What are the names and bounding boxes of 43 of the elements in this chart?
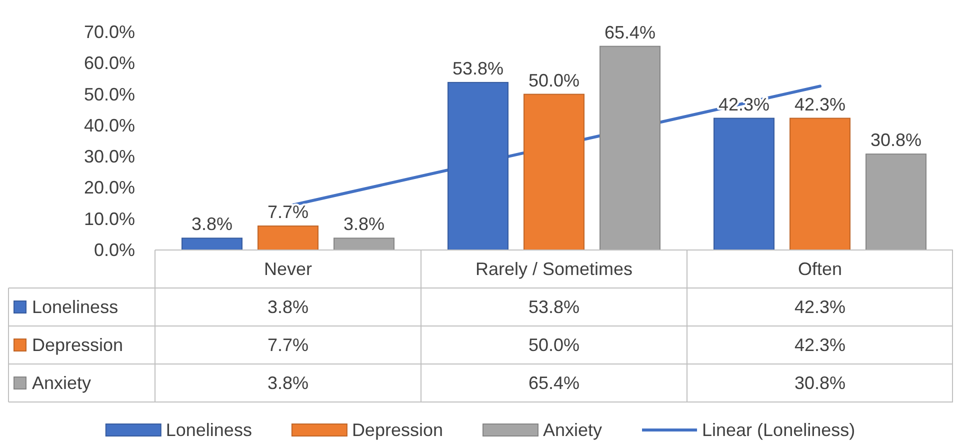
x-tick-label: Never xyxy=(264,259,312,279)
text: 7.7% xyxy=(267,202,309,222)
legend-label: Anxiety xyxy=(542,420,602,440)
text: Depression xyxy=(352,420,443,440)
y-tick-label: 50.0% xyxy=(84,84,135,104)
data-label: 42.3% xyxy=(794,297,846,317)
text: 3.8% xyxy=(191,214,233,234)
data-label: 3.8% xyxy=(267,373,309,393)
text: Anxiety xyxy=(32,373,92,393)
text: 65.4% xyxy=(604,22,656,42)
x-tick-label: Often xyxy=(798,259,842,279)
bar xyxy=(258,226,318,250)
data-label: 3.8% xyxy=(267,297,309,317)
legend-label: Depression xyxy=(32,335,124,355)
y-tick-label: 60.0% xyxy=(84,53,135,74)
legend-label: Linear (Loneliness) xyxy=(702,420,856,440)
bar xyxy=(790,118,850,250)
y-tick-label: 70.0% xyxy=(84,22,135,42)
y-tick-label: 30.0% xyxy=(84,146,135,167)
data-label: 30.8% xyxy=(794,373,846,393)
y-tick-label: 20.0% xyxy=(84,178,135,198)
bar xyxy=(866,154,926,250)
bar xyxy=(600,46,660,250)
x-tick-label: Rarely / Sometimes xyxy=(475,259,633,279)
bar xyxy=(334,238,394,250)
text: Loneliness xyxy=(166,420,252,440)
bar xyxy=(714,118,774,250)
y-tick-label: 0.0% xyxy=(94,240,135,260)
data-label: 53.8% xyxy=(528,297,580,317)
data-label: 7.7% xyxy=(267,335,309,355)
legend-label: Loneliness xyxy=(32,297,118,317)
text: 50.0% xyxy=(528,70,580,90)
text: 3.8% xyxy=(343,214,385,234)
text: 53.8% xyxy=(452,58,504,78)
text: 42.3% xyxy=(794,94,846,114)
y-tick-label: 40.0% xyxy=(84,115,135,136)
y-tick-label: 10.0% xyxy=(84,208,135,229)
data-label: 50.0% xyxy=(528,335,580,355)
data-label: 65.4% xyxy=(528,373,580,393)
bar xyxy=(182,238,242,250)
text: 30.8% xyxy=(870,130,922,150)
data-label: 42.3% xyxy=(794,335,846,355)
bar xyxy=(524,94,584,250)
